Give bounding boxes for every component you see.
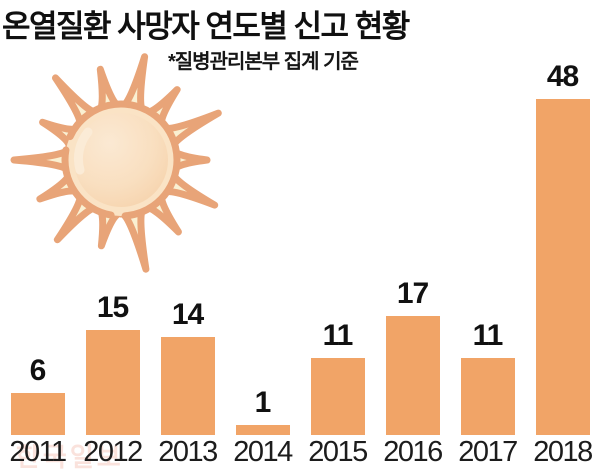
bar-column-2014: 1: [225, 388, 300, 435]
bar-column-2012: 15: [75, 293, 150, 435]
bar-chart: 6 15 14 1 11 17 11 48: [0, 55, 600, 435]
bar-2013: [160, 337, 215, 435]
bar-2015: [310, 358, 365, 435]
x-axis-label-2012: 2012: [83, 436, 143, 468]
x-axis-label-2015: 2015: [308, 436, 368, 468]
bar-2012: [85, 330, 140, 435]
watermark: 한국일보: [16, 442, 124, 472]
bar-column-2011: 6: [0, 356, 75, 435]
bar-2011: [10, 393, 65, 435]
bar-2017: [460, 358, 515, 435]
bar-2018: [535, 99, 590, 435]
bar-column-2017: 11: [450, 321, 525, 435]
bar-value-label: 17: [396, 277, 429, 310]
bar-value-label: 14: [171, 298, 204, 331]
bar-value-label: 6: [29, 354, 47, 387]
x-axis: 2011 2012 2013 2014 2015 2016 2017 2018: [0, 438, 600, 467]
bar-column-2015: 11: [300, 321, 375, 435]
bar-value-label: 11: [322, 319, 354, 352]
bar-column-2016: 17: [375, 279, 450, 435]
bar-value-label: 48: [546, 60, 579, 93]
bar-2014: [235, 425, 290, 435]
x-axis-label-2014: 2014: [233, 436, 293, 468]
bar-value-label: 1: [254, 386, 272, 419]
bar-value-label: 11: [472, 319, 504, 352]
bar-column-2018: 48: [525, 62, 600, 435]
page-title: 온열질환 사망자 연도별 신고 현황: [2, 9, 410, 44]
x-axis-label-2011: 2011: [9, 436, 67, 468]
bar-2016: [385, 316, 440, 435]
bar-column-2013: 14: [150, 300, 225, 435]
x-axis-label-2016: 2016: [383, 436, 443, 468]
x-axis-label-2017: 2017: [458, 436, 518, 468]
bar-value-label: 15: [96, 291, 129, 324]
x-axis-label-2013: 2013: [158, 436, 218, 468]
x-axis-label-2018: 2018: [533, 436, 593, 468]
